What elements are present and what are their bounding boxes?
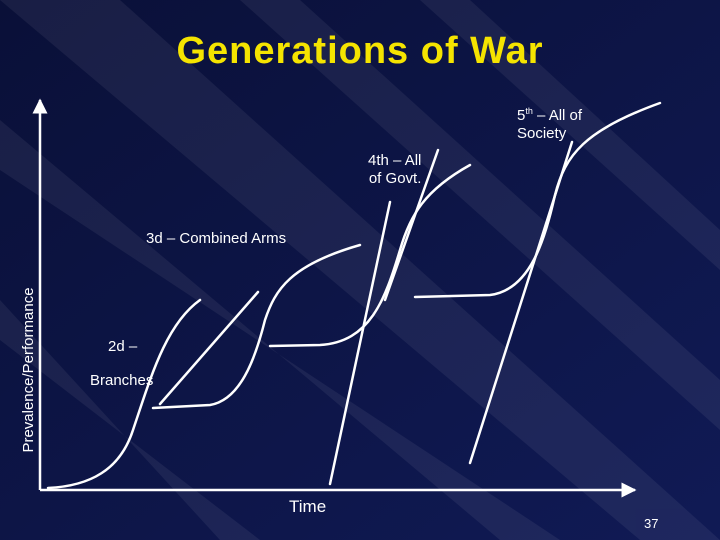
label-2d-line1: 2d – (108, 338, 138, 355)
slide-title: Generations of War (176, 30, 544, 72)
connector-5th-tail (468, 140, 574, 465)
label-2d-line2: Branches (90, 372, 154, 389)
connector-2d-3d (158, 290, 260, 406)
label-5th-line1: 5th – All of (517, 102, 582, 125)
connector-4th-5th (383, 148, 440, 302)
label-2d: 2d – (108, 338, 137, 356)
connector-3d-4th (328, 200, 392, 486)
label-3d-line1: 3d – Combined Arms (146, 230, 287, 247)
y-axis-label: Prevalence/Performance (20, 287, 37, 453)
label-3d: 3d – Combined Arms (146, 230, 286, 248)
curve-2d-branches (46, 298, 202, 490)
x-axis-label: Time (289, 497, 327, 516)
label-4th-line2: of Govt. (368, 170, 422, 187)
label-5th-sup: th (525, 106, 533, 116)
label-5th: 5th – All of Society (517, 102, 582, 143)
label-4th: 4th – All of Govt. (368, 152, 421, 188)
curve-4th-all-govt (268, 163, 472, 348)
page-number: 37 (644, 516, 659, 531)
label-5th-line2: Society (517, 125, 567, 142)
label-2d-branches: Branches (90, 372, 153, 390)
curve-3d-combined-arms (151, 243, 362, 410)
label-5th-num: 5 (517, 107, 526, 124)
label-4th-line1: 4th – All (368, 152, 422, 169)
label-5th-rest: – All of (532, 107, 583, 124)
